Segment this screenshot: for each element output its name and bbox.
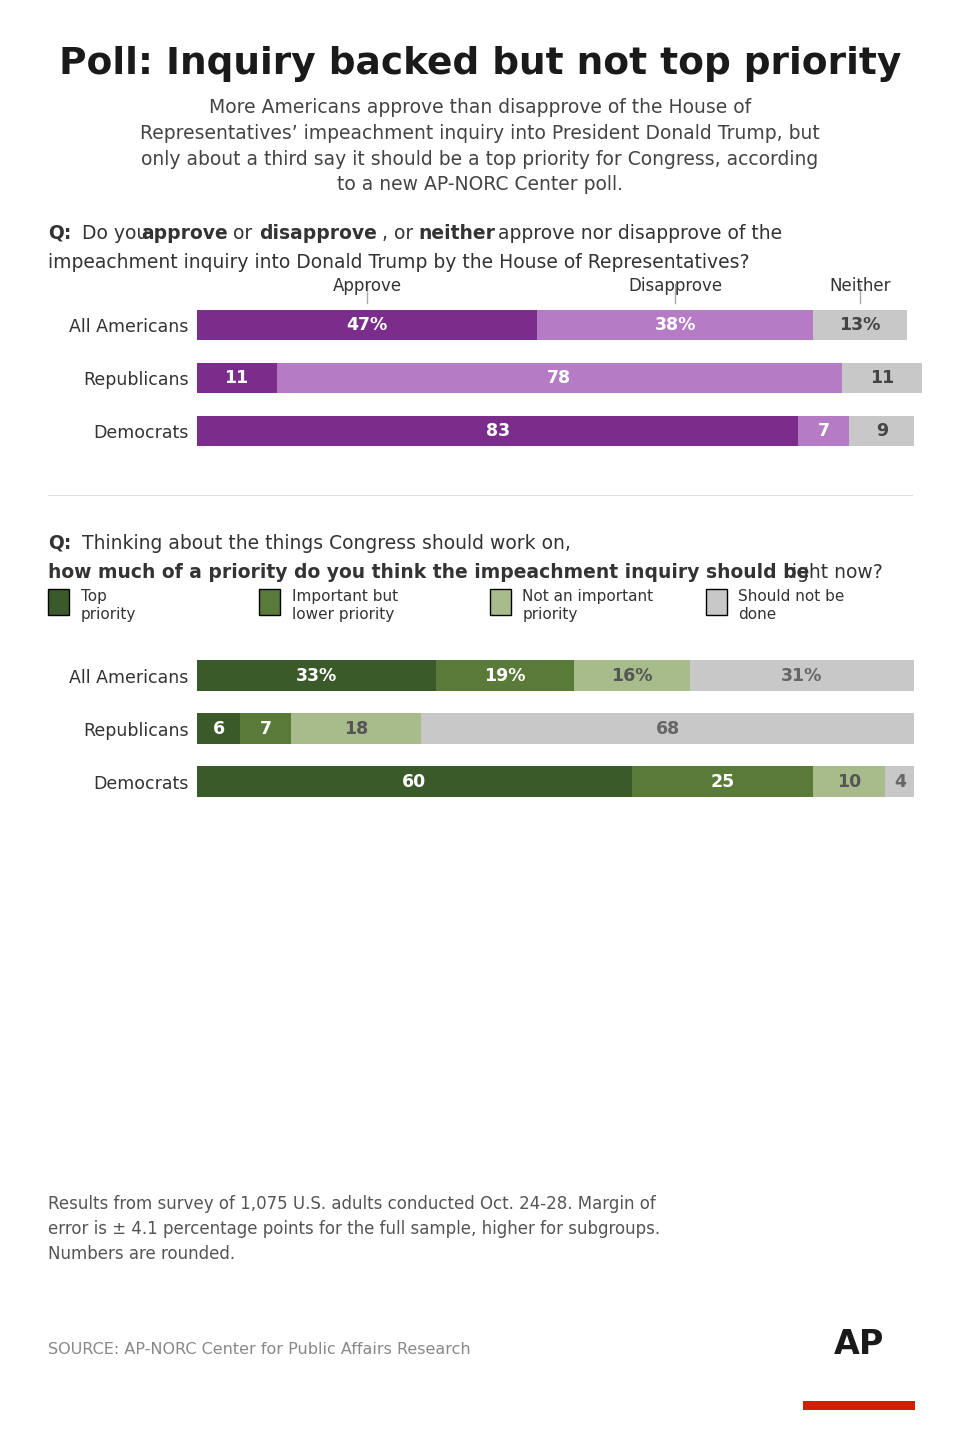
Text: approve: approve: [141, 224, 228, 242]
Text: 7: 7: [259, 720, 272, 737]
Text: 11: 11: [870, 369, 894, 387]
Text: Approve: Approve: [332, 277, 401, 294]
Text: 47%: 47%: [347, 316, 388, 335]
Text: Not an important
priority: Not an important priority: [522, 589, 654, 622]
Text: SOURCE: AP-NORC Center for Public Affairs Research: SOURCE: AP-NORC Center for Public Affair…: [48, 1342, 470, 1356]
Text: 25: 25: [710, 772, 734, 791]
Text: 68: 68: [656, 720, 680, 737]
Text: 83: 83: [486, 421, 510, 440]
Text: 19%: 19%: [484, 667, 525, 685]
Text: disapprove: disapprove: [259, 224, 377, 242]
Text: 78: 78: [547, 369, 571, 387]
Text: Thinking about the things Congress should work on,: Thinking about the things Congress shoul…: [76, 534, 577, 553]
Text: Do you: Do you: [76, 224, 155, 242]
Text: More Americans approve than disapprove of the House of
Representatives’ impeachm: More Americans approve than disapprove o…: [140, 98, 820, 195]
Bar: [240, 713, 291, 745]
Text: 6: 6: [212, 720, 225, 737]
Bar: [799, 416, 849, 446]
Bar: [574, 661, 689, 691]
Text: 13%: 13%: [839, 316, 880, 335]
Text: Poll: Inquiry backed but not top priority: Poll: Inquiry backed but not top priorit…: [59, 46, 901, 82]
Bar: [197, 416, 799, 446]
Bar: [632, 766, 813, 797]
Text: 38%: 38%: [655, 316, 696, 335]
Bar: [885, 766, 914, 797]
Bar: [421, 713, 914, 745]
Bar: [842, 362, 922, 394]
Bar: [803, 1401, 915, 1410]
Text: 18: 18: [344, 720, 369, 737]
Bar: [813, 766, 885, 797]
Text: 11: 11: [225, 369, 249, 387]
Text: Results from survey of 1,075 U.S. adults conducted Oct. 24-28. Margin of
error i: Results from survey of 1,075 U.S. adults…: [48, 1195, 660, 1263]
Text: Neither: Neither: [829, 277, 891, 294]
Text: or: or: [227, 224, 258, 242]
Bar: [291, 713, 421, 745]
Bar: [197, 362, 276, 394]
Text: 16%: 16%: [611, 667, 653, 685]
Bar: [436, 661, 574, 691]
Bar: [813, 310, 907, 341]
Text: impeachment inquiry into Donald Trump by the House of Representatives?: impeachment inquiry into Donald Trump by…: [48, 253, 750, 271]
Text: 9: 9: [876, 421, 888, 440]
Text: neither: neither: [419, 224, 495, 242]
Text: Top
priority: Top priority: [81, 589, 136, 622]
Bar: [197, 661, 436, 691]
Text: 10: 10: [837, 772, 861, 791]
Text: 31%: 31%: [781, 667, 823, 685]
Bar: [197, 713, 240, 745]
Text: 60: 60: [402, 772, 426, 791]
Bar: [849, 416, 914, 446]
Text: , or: , or: [382, 224, 420, 242]
Text: Q:: Q:: [48, 534, 71, 553]
Text: 33%: 33%: [296, 667, 337, 685]
Bar: [197, 310, 538, 341]
Bar: [197, 766, 632, 797]
Bar: [538, 310, 813, 341]
Text: Should not be
done: Should not be done: [738, 589, 845, 622]
Text: right now?: right now?: [778, 563, 882, 582]
Text: Q:: Q:: [48, 224, 71, 242]
Bar: [276, 362, 842, 394]
Text: Important but
lower priority: Important but lower priority: [292, 589, 398, 622]
Text: 4: 4: [894, 772, 906, 791]
Bar: [689, 661, 914, 691]
Text: 7: 7: [818, 421, 829, 440]
Text: how much of a priority do you think the impeachment inquiry should be: how much of a priority do you think the …: [48, 563, 809, 582]
Text: Disapprove: Disapprove: [628, 277, 722, 294]
Text: AP: AP: [834, 1328, 884, 1361]
Text: approve nor disapprove of the: approve nor disapprove of the: [492, 224, 782, 242]
